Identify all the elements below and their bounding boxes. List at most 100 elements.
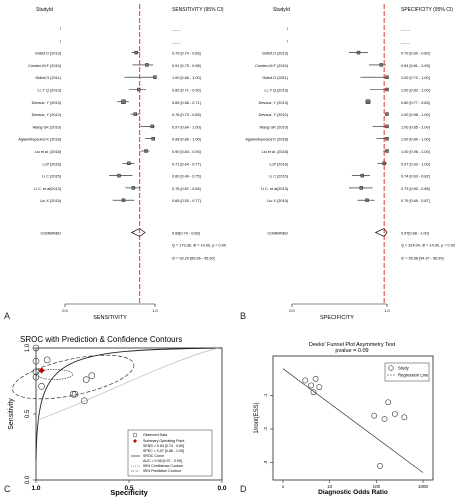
forest-study-label: Liu X (2015) (40, 199, 61, 203)
forest-estimate-label: _ _ _ (171, 27, 181, 31)
sroc-legend-box (127, 429, 213, 477)
panel-label-d: D (240, 484, 247, 494)
forest-study-label: Liu et al. (2018) (262, 150, 289, 154)
forest-study-label: Gidlof,O (2011) (35, 76, 61, 80)
sroc-x-tick-label: 1.0 (31, 485, 40, 492)
funnel-study-point (385, 399, 392, 406)
funnel-x-tick-label: 1000 (418, 484, 429, 489)
funnel-study-point (392, 411, 398, 417)
forest-study-label: Li,P (2016) (42, 162, 61, 166)
funnel-plot: Deeks' Funnel Plot Asymmetry Test pvalue… (254, 342, 434, 496)
forest-study-label: Gidlof,O (2011) (262, 76, 288, 80)
forest-study-label: l (287, 39, 288, 43)
funnel-study-point (371, 412, 378, 419)
funnel-study-point (401, 414, 408, 421)
forest-study-label: l (60, 39, 61, 43)
forest-header-estimate: SPECIFICITY (95% CI) (401, 7, 453, 13)
sroc-y-tick-label: 0.5 (25, 409, 31, 418)
forest-estimate-label: 0.65 [0.58 - 0.71] (172, 101, 201, 105)
forest-estimate-label: 1.00 [0.96 - 1.00] (401, 150, 430, 154)
forest-estimate-label: 0.79 [0.69 - 0.87] (401, 199, 430, 203)
forest-estimate-label: 1.00 [0.85 - 1.00] (401, 125, 430, 129)
forest-study-label: Gidlof,O (2013) (262, 52, 289, 56)
sroc-observed-point (32, 344, 40, 352)
funnel-regression-line (282, 368, 424, 473)
panel-label-b: B (240, 311, 247, 321)
forest-estimate-label: 0.91 [0.75 - 0.98] (172, 64, 201, 68)
forest-point-marker (359, 186, 364, 190)
forest-study-label: Gidlof.O (2013) (35, 52, 62, 56)
funnel-title: Deeks' Funnel Plot Asymmetry Test (309, 342, 396, 348)
forest-estimate-label: 1.00 [0.82 - 1.00] (401, 89, 430, 93)
forest-estimate-label: 0.79 [0.74 - 0.83] (172, 52, 201, 56)
forest-study-label: Wang GK (2010) (33, 125, 62, 129)
sroc-curve (35, 347, 223, 461)
forest-study-label: Devaux, Y (2013) (259, 101, 289, 105)
forest-estimate-label: 0.94 [0.81 - 0.99] (401, 64, 430, 68)
forest-estimate-label: 0.90 [0.84 - 0.94] (172, 150, 201, 154)
forest-header-study: StudyId (273, 7, 290, 13)
forest-point-marker (360, 173, 365, 178)
forest-point-marker (117, 173, 121, 178)
funnel-plot-area (272, 355, 434, 481)
forest-study-label: Li C. et al(2013) (261, 187, 289, 191)
forest-study-label: Devaux, Y (2012) (32, 113, 62, 117)
forest-study-label: Li, Y Q (2013) (265, 89, 289, 93)
forest-estimate-label: 0.80 [0.77 - 0.83] (401, 101, 430, 105)
forest-study-label: Li C. et al(2013) (34, 187, 62, 191)
sroc-legend-label: Observed Data (143, 433, 167, 437)
forest-point-marker (365, 198, 369, 202)
forest-point-marker (385, 112, 389, 116)
sroc-observed-point (81, 397, 88, 405)
sroc-legend-label: 95% Confidence Contour (143, 464, 184, 468)
sroc-summary-point (38, 367, 45, 374)
forest-combined-label: COMBINED (268, 232, 289, 236)
forest-point-marker (153, 75, 157, 79)
sroc-observed-point (69, 390, 77, 398)
forest-study-label: Agiannitopoulos K (2018) (18, 138, 61, 142)
forest-estimate-label: 0.65 [0.53 - 0.77] (172, 199, 201, 203)
sroc-x-tick-label: 0.5 (124, 485, 133, 492)
forest-plot-specificity: StudyId SPECIFICITY (95% CI) l _ _ _l _ _ … (245, 4, 455, 321)
funnel-study-point (308, 382, 314, 389)
forest-combined-label: COMBINED (41, 232, 62, 236)
funnel-study-point (316, 384, 323, 391)
sroc-observed-point (82, 376, 90, 383)
forest-plot-sensitivity: StudyId SENSITIVITY (95% CI) l _ _ _l _ _ … (18, 4, 226, 321)
sroc-observed-point (43, 356, 51, 364)
forest-point-marker (150, 124, 155, 129)
forest-combined-diamond (130, 228, 146, 237)
forest-point-marker (137, 87, 141, 92)
sroc-observed-point (32, 373, 40, 381)
forest-point-marker (151, 136, 155, 141)
forest-study-label: Li, Y Q (2013) (38, 89, 62, 93)
forest-point-marker (134, 50, 138, 55)
forest-estimate-label: 0.71 [0.64 - 0.77] (172, 162, 201, 166)
forest-estimate-label: 0.74 [0.63 - 0.82] (401, 175, 430, 179)
funnel-y-tick-label: .1 (263, 393, 268, 397)
funnel-legend-study-label: Study (398, 366, 410, 371)
forest-study-label: Liu et al. (2018) (35, 150, 62, 154)
forest-x-tick-label: 0.0 (62, 308, 68, 313)
sroc-prediction-contour (12, 354, 135, 400)
forest-x-tick-label: 1.0 (152, 308, 158, 313)
forest-point-marker (121, 99, 126, 105)
funnel-study-point (310, 389, 317, 396)
forest-estimate-label: 0.98 [0.89 - 1.00] (172, 138, 201, 142)
forest-study-label: Wang GK (2010) (260, 125, 289, 129)
forest-point-marker (121, 198, 126, 202)
sroc-y-label: Sensitivity (8, 398, 15, 430)
forest-point-marker (144, 149, 148, 153)
sroc-x-tick-label: 0.0 (217, 485, 226, 492)
forest-estimate-label: _ _ _ (171, 39, 181, 43)
forest-point-marker (133, 112, 137, 116)
forest-estimate-label: 1.00 [0.89 - 1.00] (401, 138, 430, 142)
forest-estimate-label: 1.00 [0.98 - 1.00] (401, 113, 430, 117)
forest-estimate-label: 0.73 [0.60 - 0.85] (401, 187, 430, 191)
forest-x-tick-label: 1.0 (384, 308, 390, 313)
sroc-y-tick-label: 1.0 (25, 343, 31, 352)
forest-estimate-label: _ _ _ (400, 27, 410, 31)
funnel-legend-regression-label: Regression Line (398, 373, 429, 378)
funnel-study-point (377, 463, 383, 469)
sroc-x-label: Specificity (110, 488, 148, 497)
